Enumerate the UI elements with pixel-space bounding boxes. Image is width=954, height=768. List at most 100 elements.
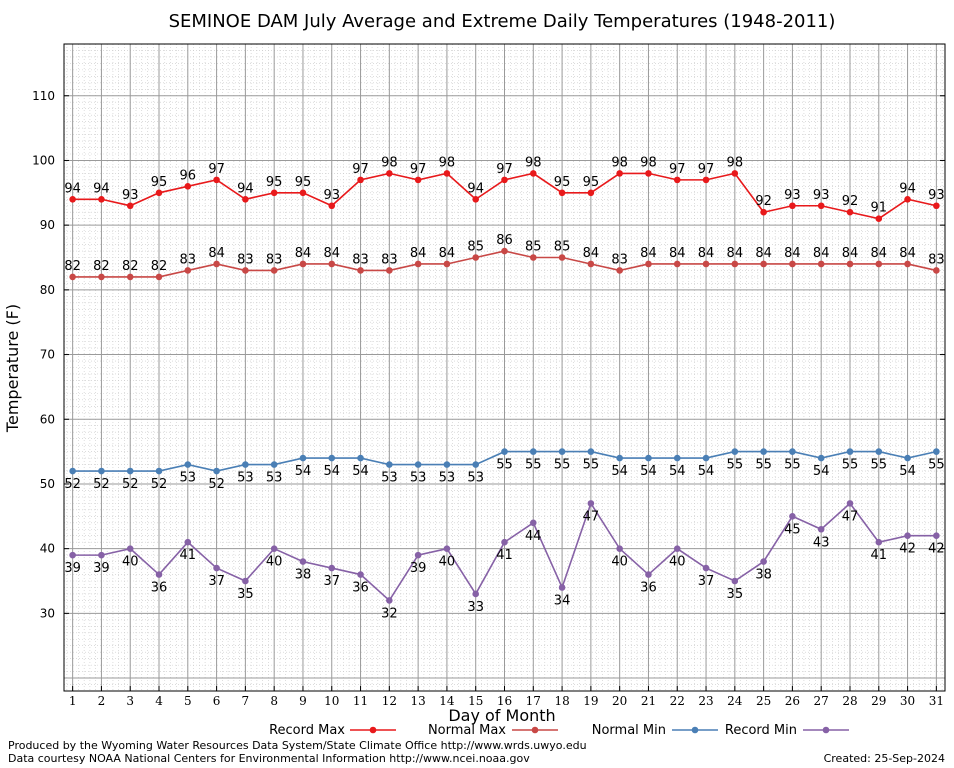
- data-point: [242, 577, 249, 585]
- y-tick-label: 90: [40, 218, 55, 232]
- data-label: 94: [93, 181, 110, 196]
- legend-label: Normal Max: [428, 723, 506, 738]
- data-point: [529, 254, 537, 261]
- data-point: [69, 273, 76, 281]
- data-point: [587, 500, 595, 507]
- data-label: 84: [871, 246, 888, 261]
- data-label: 92: [755, 194, 772, 209]
- data-point: [529, 448, 537, 455]
- x-tick-label: 22: [670, 694, 685, 708]
- data-label: 84: [813, 246, 830, 261]
- data-point: [299, 260, 307, 268]
- data-point: [645, 170, 652, 177]
- data-label: 95: [295, 175, 312, 190]
- x-tick-label: 4: [155, 694, 163, 708]
- x-tick-label: 5: [184, 694, 192, 708]
- data-label: 85: [467, 240, 484, 255]
- data-point: [645, 260, 652, 268]
- x-axis-ticks: 1 2 3 4 5 6 7 8 9 10 11 12 13 14 15 16 17 18 19 20 21 22 23 24 2…: [69, 686, 944, 708]
- data-point: [616, 267, 623, 274]
- data-point: [789, 202, 796, 210]
- data-label: 97: [496, 162, 513, 177]
- data-label: 55: [525, 458, 542, 473]
- data-point: [357, 176, 364, 184]
- data-point: [414, 551, 422, 559]
- data-point: [558, 584, 566, 591]
- data-label: 33: [467, 600, 484, 615]
- data-label: 82: [64, 259, 81, 274]
- legend-item: Normal Min: [592, 723, 718, 738]
- data-point: [673, 176, 681, 184]
- data-point: [126, 467, 134, 475]
- data-label: 39: [410, 561, 427, 576]
- data-label: 54: [323, 464, 340, 479]
- footer-created-date: Created: 25-Sep-2024: [824, 752, 945, 765]
- data-point: [98, 467, 105, 475]
- data-point: [242, 195, 249, 203]
- data-label: 54: [899, 464, 916, 479]
- data-point: [184, 183, 192, 190]
- x-tick-label: 20: [612, 694, 627, 708]
- data-label: 55: [842, 458, 859, 473]
- data-label: 41: [180, 548, 197, 563]
- data-label: 53: [180, 471, 197, 486]
- x-tick-label: 27: [814, 694, 829, 708]
- data-label: 96: [180, 168, 197, 183]
- y-tick-label: 100: [32, 153, 55, 167]
- data-point: [933, 448, 940, 455]
- data-point: [386, 267, 393, 274]
- data-point: [357, 571, 364, 578]
- data-label: 44: [525, 529, 542, 544]
- data-point: [789, 513, 796, 520]
- data-label: 92: [842, 194, 859, 209]
- data-point: [414, 176, 422, 184]
- x-tick-label: 14: [439, 694, 455, 708]
- data-point: [270, 189, 278, 197]
- data-label: 38: [295, 568, 312, 583]
- data-point: [875, 215, 883, 222]
- data-label: 39: [64, 561, 81, 576]
- data-label: 47: [583, 509, 600, 524]
- data-point: [414, 461, 422, 468]
- data-label: 84: [842, 246, 859, 261]
- data-label: 40: [266, 555, 283, 570]
- data-point: [328, 564, 336, 572]
- data-label: 85: [525, 240, 542, 255]
- data-label: 53: [381, 471, 398, 486]
- data-point: [904, 260, 911, 268]
- data-point: [817, 202, 825, 210]
- y-tick-label: 60: [40, 412, 55, 426]
- data-label: 35: [727, 587, 744, 602]
- data-point: [69, 195, 76, 203]
- x-tick-label: 17: [526, 694, 541, 708]
- data-label: 83: [611, 252, 628, 267]
- x-tick-label: 23: [698, 694, 713, 708]
- data-label: 84: [784, 246, 801, 261]
- data-point: [155, 189, 163, 197]
- data-point: [184, 538, 192, 546]
- data-label: 83: [381, 252, 398, 267]
- data-point: [501, 538, 508, 546]
- data-label: 82: [151, 259, 168, 274]
- data-label: 84: [727, 246, 744, 261]
- data-label: 98: [381, 155, 398, 170]
- data-label: 95: [151, 175, 168, 190]
- x-tick-label: 21: [641, 694, 656, 708]
- legend-label: Normal Min: [592, 723, 666, 738]
- data-point: [702, 454, 710, 462]
- data-label: 40: [439, 555, 456, 570]
- data-label: 32: [381, 606, 398, 621]
- x-tick-label: 26: [785, 694, 800, 708]
- data-label: 84: [295, 246, 312, 261]
- legend-item: Normal Max: [428, 723, 558, 738]
- data-label: 39: [93, 561, 110, 576]
- x-tick-label: 11: [353, 694, 368, 708]
- y-tick-label: 30: [40, 606, 55, 620]
- data-label: 84: [208, 246, 225, 261]
- data-label: 35: [237, 587, 254, 602]
- footer-produced-by: Produced by the Wyoming Water Resources …: [8, 739, 587, 752]
- data-label: 43: [813, 535, 830, 550]
- data-point: [817, 260, 825, 268]
- x-tick-label: 8: [270, 694, 278, 708]
